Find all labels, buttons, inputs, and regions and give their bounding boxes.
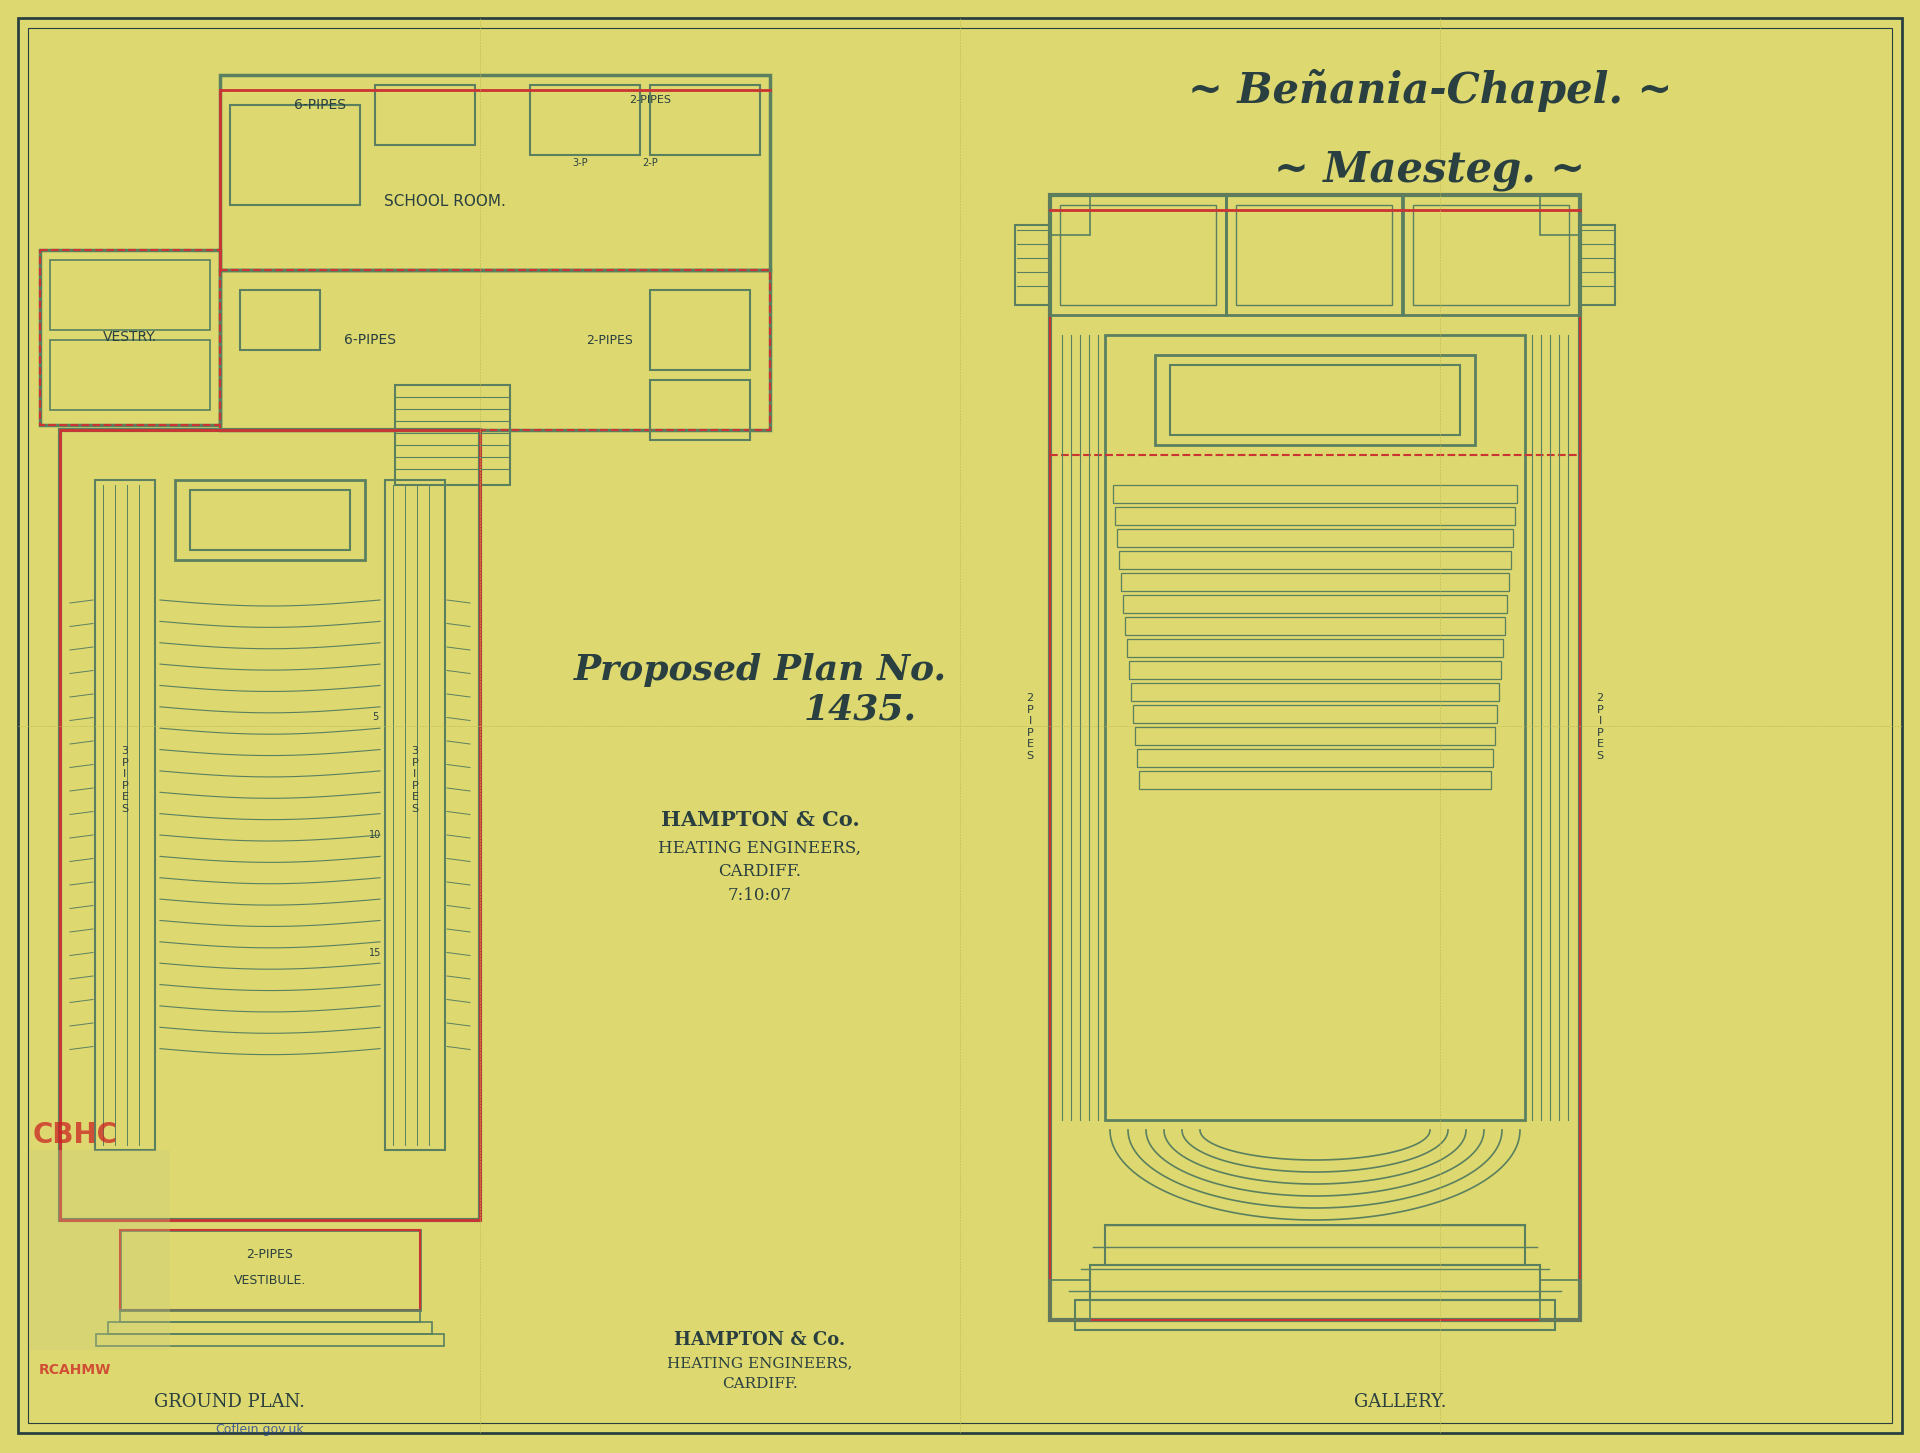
Bar bbox=[1139, 772, 1492, 789]
Bar bbox=[1060, 205, 1215, 305]
Bar bbox=[651, 84, 760, 155]
Bar bbox=[1135, 726, 1496, 745]
Text: ~ Maesteg. ~: ~ Maesteg. ~ bbox=[1275, 150, 1586, 190]
Text: HAMPTON & Co.: HAMPTON & Co. bbox=[674, 1331, 845, 1348]
Text: CARDIFF.: CARDIFF. bbox=[718, 863, 801, 881]
Bar bbox=[1404, 195, 1578, 315]
Bar bbox=[1075, 1300, 1555, 1329]
Text: 2-PIPES: 2-PIPES bbox=[630, 94, 670, 105]
Text: GALLERY.: GALLERY. bbox=[1354, 1393, 1446, 1411]
Text: 2-P: 2-P bbox=[641, 158, 659, 169]
Bar bbox=[1580, 225, 1615, 305]
Text: 1435.: 1435. bbox=[803, 693, 916, 726]
Bar bbox=[119, 1231, 420, 1311]
Text: 5: 5 bbox=[372, 712, 378, 722]
Bar bbox=[1236, 205, 1392, 305]
Text: Proposed Plan No.: Proposed Plan No. bbox=[574, 652, 947, 687]
Bar bbox=[240, 291, 321, 350]
Bar bbox=[1119, 551, 1511, 570]
Text: GROUND PLAN.: GROUND PLAN. bbox=[154, 1393, 305, 1411]
Text: HEATING ENGINEERS,: HEATING ENGINEERS, bbox=[668, 1356, 852, 1370]
Bar bbox=[1050, 195, 1580, 1319]
Bar bbox=[1127, 639, 1503, 657]
Bar bbox=[50, 340, 209, 410]
Bar bbox=[221, 270, 770, 430]
Bar bbox=[60, 430, 480, 1221]
Bar bbox=[386, 479, 445, 1149]
Bar bbox=[1050, 195, 1227, 315]
Bar bbox=[1050, 195, 1091, 235]
Bar bbox=[221, 76, 770, 270]
Bar bbox=[1016, 225, 1050, 305]
Bar bbox=[651, 291, 751, 371]
Bar bbox=[1227, 195, 1402, 315]
Bar bbox=[1125, 618, 1505, 635]
Bar bbox=[50, 260, 209, 330]
Bar bbox=[1169, 365, 1459, 434]
Text: ~ Beñania-Chapel. ~: ~ Beñania-Chapel. ~ bbox=[1188, 68, 1672, 112]
Bar bbox=[94, 479, 156, 1149]
Bar bbox=[651, 381, 751, 440]
Text: VESTRY.: VESTRY. bbox=[104, 330, 157, 344]
Bar bbox=[31, 1149, 171, 1350]
Bar bbox=[1156, 355, 1475, 445]
Text: 2
P
I
P
E
S: 2 P I P E S bbox=[1596, 693, 1603, 761]
Bar bbox=[1129, 661, 1501, 679]
Bar bbox=[40, 250, 221, 424]
Bar bbox=[1050, 195, 1580, 1319]
Bar bbox=[1413, 205, 1569, 305]
Text: 3
P
I
P
E
S: 3 P I P E S bbox=[411, 745, 419, 814]
Text: Coflein.gov.uk: Coflein.gov.uk bbox=[215, 1424, 303, 1437]
Text: VESTIBULE.: VESTIBULE. bbox=[234, 1273, 305, 1286]
Bar bbox=[1117, 529, 1513, 546]
Bar bbox=[175, 479, 365, 559]
Text: 3
P
I
P
E
S: 3 P I P E S bbox=[121, 745, 129, 814]
Bar bbox=[108, 1322, 432, 1334]
Bar bbox=[1116, 507, 1515, 525]
Text: 6-PIPES: 6-PIPES bbox=[344, 333, 396, 347]
Text: 2
P
I
P
E
S: 2 P I P E S bbox=[1027, 693, 1033, 761]
Text: SCHOOL ROOM.: SCHOOL ROOM. bbox=[384, 195, 507, 209]
Text: CARDIFF.: CARDIFF. bbox=[722, 1377, 799, 1391]
Text: 15: 15 bbox=[369, 947, 382, 958]
Bar bbox=[40, 250, 221, 424]
Bar bbox=[230, 105, 361, 205]
Bar bbox=[396, 385, 511, 485]
Bar bbox=[221, 270, 770, 430]
Bar bbox=[1540, 1280, 1580, 1319]
Text: HEATING ENGINEERS,: HEATING ENGINEERS, bbox=[659, 840, 862, 856]
Text: 7:10:07: 7:10:07 bbox=[728, 888, 793, 905]
Text: 6-PIPES: 6-PIPES bbox=[294, 97, 346, 112]
Bar bbox=[1106, 1225, 1524, 1266]
Bar bbox=[190, 490, 349, 551]
Bar bbox=[119, 1231, 420, 1311]
Text: 10: 10 bbox=[369, 830, 382, 840]
Bar bbox=[530, 84, 639, 155]
Bar bbox=[1131, 683, 1500, 700]
Text: RCAHMW: RCAHMW bbox=[38, 1363, 111, 1377]
Bar bbox=[1133, 705, 1498, 724]
Text: CBHC: CBHC bbox=[33, 1122, 117, 1149]
Bar bbox=[1091, 1266, 1540, 1300]
Bar bbox=[1121, 572, 1509, 591]
Bar bbox=[1106, 336, 1524, 1120]
Text: 2-PIPES: 2-PIPES bbox=[588, 334, 634, 346]
Bar bbox=[1123, 594, 1507, 613]
Bar bbox=[1050, 1280, 1091, 1319]
Text: HAMPTON & Co.: HAMPTON & Co. bbox=[660, 809, 860, 830]
Bar bbox=[1114, 485, 1517, 503]
Bar bbox=[1137, 748, 1494, 767]
Text: 2-PIPES: 2-PIPES bbox=[246, 1248, 294, 1261]
Bar bbox=[96, 1334, 444, 1345]
Bar bbox=[1540, 195, 1580, 235]
Bar bbox=[374, 84, 474, 145]
Bar bbox=[60, 430, 480, 1221]
Bar bbox=[119, 1311, 420, 1322]
Text: 3-P: 3-P bbox=[572, 158, 588, 169]
